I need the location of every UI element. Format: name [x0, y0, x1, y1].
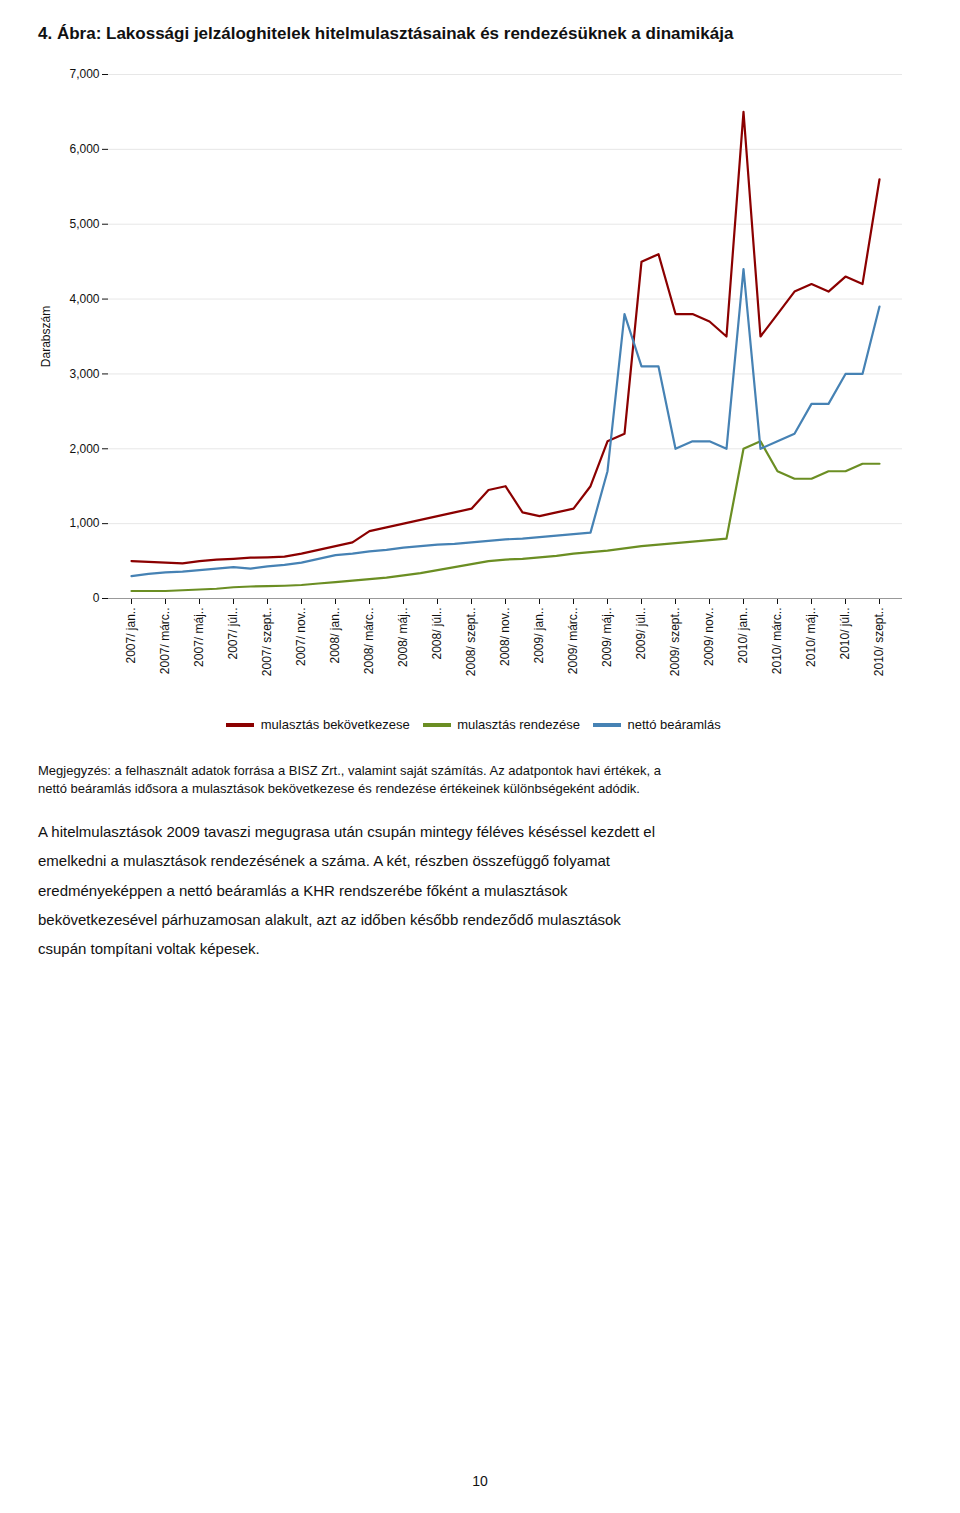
html-text:A hitelmulasztások 2009 tavasz: A hitelmulasztások 2009 tavaszi megugras…	[38, 823, 655, 841]
html-text:nettó beáramlás: nettó beáramlás	[627, 717, 721, 732]
svg-text:2008/ máj..: 2008/ máj..	[396, 608, 410, 667]
svg-text:2009/ márc..: 2009/ márc..	[566, 608, 580, 675]
html-text:bekövetkezesével párhuzamosan: bekövetkezesével párhuzamosan alakult, a…	[38, 910, 621, 928]
svg-text:2010/ szept..: 2010/ szept..	[872, 608, 886, 677]
svg-text:2009/ nov..: 2009/ nov..	[702, 608, 716, 667]
svg-text:2008/ júl..: 2008/ júl..	[430, 608, 444, 660]
svg-text:2008/ szept..: 2008/ szept..	[464, 608, 478, 677]
svg-text:2007/ szept..: 2007/ szept..	[260, 608, 274, 677]
html-text:emelkedni a mulasztások rendez: emelkedni a mulasztások rendezésének a s…	[38, 852, 610, 870]
html-text:10: 10	[472, 1473, 488, 1489]
html-text:mulasztás rendezése: mulasztás rendezése	[457, 717, 580, 732]
svg-text:2007/ márc..: 2007/ márc..	[158, 608, 172, 675]
html-text:csupán tompítani voltak képese: csupán tompítani voltak képesek.	[38, 940, 260, 958]
html-text:4. Ábra: Lakossági jelzáloghit: 4. Ábra: Lakossági jelzáloghitelek hitel…	[38, 24, 734, 43]
svg-text:2010/ jan..: 2010/ jan..	[736, 608, 750, 664]
svg-text:2009/ jan..: 2009/ jan..	[532, 608, 546, 664]
svg-text:2,000: 2,000	[69, 442, 99, 456]
svg-text:2008/ jan..: 2008/ jan..	[328, 608, 342, 664]
svg-text:2007/ nov..: 2007/ nov..	[294, 608, 308, 667]
html-text:nettó beáramlás idősora a mula: nettó beáramlás idősora a mulasztások be…	[38, 781, 640, 797]
svg-text:7,000: 7,000	[69, 67, 99, 81]
svg-text:3,000: 3,000	[69, 367, 99, 381]
svg-text:Darabszám: Darabszám	[39, 306, 53, 367]
svg-text:2007/ júl..: 2007/ júl..	[226, 608, 240, 660]
svg-text:2010/ máj..: 2010/ máj..	[804, 608, 818, 667]
html-text:eredményeképpen a nettó beáram: eredményeképpen a nettó beáramlás a KHR …	[38, 881, 568, 899]
svg-text:2009/ szept..: 2009/ szept..	[668, 608, 682, 677]
svg-text:6,000: 6,000	[69, 142, 99, 156]
svg-text:2010/ júl..: 2010/ júl..	[838, 608, 852, 660]
svg-text:1,000: 1,000	[69, 516, 99, 530]
svg-text:2010/ márc..: 2010/ márc..	[770, 608, 784, 675]
svg-text:4,000: 4,000	[69, 292, 99, 306]
svg-text:5,000: 5,000	[69, 217, 99, 231]
svg-text:2008/ márc..: 2008/ márc..	[362, 608, 376, 675]
html-text:mulasztás bekövetkezese: mulasztás bekövetkezese	[260, 717, 410, 732]
svg-text:2007/ jan..: 2007/ jan..	[124, 608, 138, 664]
svg-text:0: 0	[93, 591, 100, 605]
svg-text:2008/ nov..: 2008/ nov..	[498, 608, 512, 667]
svg-text:2009/ júl..: 2009/ júl..	[634, 608, 648, 660]
svg-text:2009/ máj..: 2009/ máj..	[600, 608, 614, 667]
svg-text:2007/ máj..: 2007/ máj..	[192, 608, 206, 667]
html-text:Megjegyzés: a felhasznált adat: Megjegyzés: a felhasznált adatok forrása…	[38, 762, 661, 778]
